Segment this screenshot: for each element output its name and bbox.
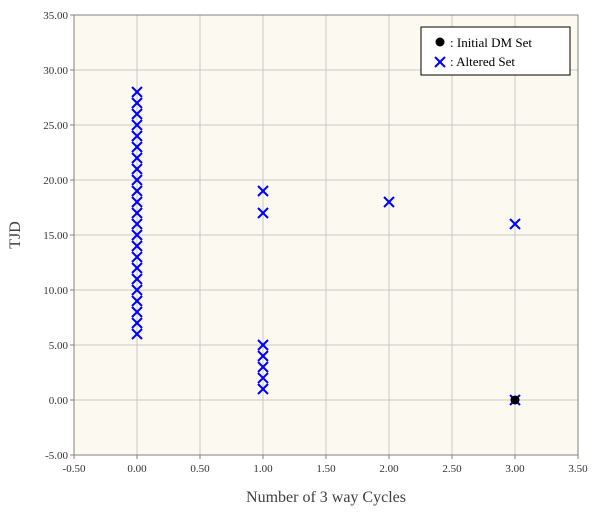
x-axis-title: Number of 3 way Cycles (246, 489, 406, 506)
altered-set-point (131, 174, 143, 186)
x-tick-label: -0.50 (63, 463, 86, 475)
altered-set-point (509, 218, 521, 230)
altered-set-point (131, 207, 143, 219)
altered-set-point (257, 361, 269, 373)
x-tick-label: 3.50 (568, 463, 588, 475)
altered-set-point (131, 273, 143, 285)
altered-set-point (131, 108, 143, 120)
x-tick-label: 1.00 (253, 463, 273, 475)
altered-set-point (131, 196, 143, 208)
plot-border (73, 14, 579, 456)
y-tick-label: 10.00 (43, 285, 68, 297)
y-axis-title: TJD (7, 221, 24, 249)
altered-set-point (257, 185, 269, 197)
y-tick-labels: -5.00 0.00 5.00 10.00 15.00 20.00 25.00 30.00 35… (43, 10, 68, 462)
x-tick-label: 0.00 (127, 463, 147, 475)
legend-initial-marker (435, 37, 445, 47)
altered-set-point (131, 152, 143, 164)
y-tick-label: 25.00 (43, 120, 68, 132)
y-tick-label: -5.00 (45, 450, 68, 462)
x-tick-labels: -0.50 0.00 0.50 1.00 1.50 2.00 2.50 3.00 3.50 (63, 463, 589, 475)
altered-set-point (131, 251, 143, 263)
altered-set-point (257, 372, 269, 384)
altered-set-point (257, 383, 269, 395)
x-tick-label: 1.50 (316, 463, 336, 475)
legend-initial-label: : Initial DM Set (450, 35, 532, 50)
x-tick-label: 0.50 (190, 463, 210, 475)
altered-set-point (131, 218, 143, 230)
altered-set-point (131, 284, 143, 296)
altered-set-point (131, 229, 143, 241)
altered-set-point (131, 141, 143, 153)
altered-set-point (131, 317, 143, 329)
y-tick-label: 30.00 (43, 65, 68, 77)
altered-set-point (257, 350, 269, 362)
y-tick-label: 15.00 (43, 230, 68, 242)
altered-set-point (131, 295, 143, 307)
x-tick-label: 3.00 (505, 463, 525, 475)
initial-set-point (510, 395, 520, 405)
x-tick-label: 2.00 (379, 463, 399, 475)
y-tick-label: 0.00 (49, 395, 69, 407)
altered-set-point (131, 163, 143, 175)
y-tick-label: 35.00 (43, 10, 68, 22)
altered-set-point (131, 130, 143, 142)
altered-set-point (131, 119, 143, 131)
legend: : Initial DM Set : Altered Set (420, 26, 571, 76)
altered-set-point (257, 339, 269, 351)
altered-set-point (383, 196, 395, 208)
altered-set-point (131, 86, 143, 98)
altered-set-point (131, 328, 143, 340)
altered-set-point (131, 240, 143, 252)
y-tick-label: 20.00 (43, 175, 68, 187)
altered-set-point (131, 97, 143, 109)
legend-altered-label: : Altered Set (450, 54, 515, 69)
altered-set-point (131, 185, 143, 197)
data-points (131, 86, 521, 406)
x-tick-label: 2.50 (442, 463, 462, 475)
legend-altered-marker (434, 56, 446, 68)
altered-set-point (257, 207, 269, 219)
y-tick-label: 5.00 (49, 340, 69, 352)
altered-set-point (131, 262, 143, 274)
altered-set-point (131, 306, 143, 318)
legend-box (420, 26, 571, 76)
